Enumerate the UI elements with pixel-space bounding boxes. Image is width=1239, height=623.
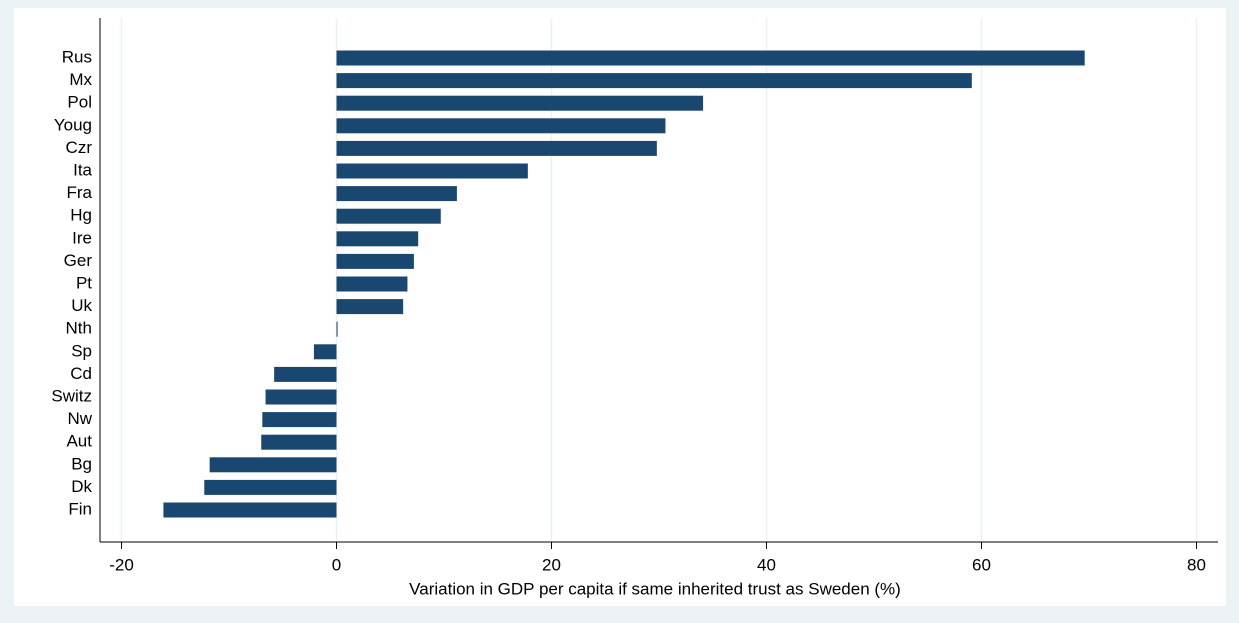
x-tick-label: 40 [757,555,776,574]
y-tick-label: Youg [54,115,92,134]
y-tick-label: Ire [72,228,92,247]
y-tick-label: Ger [64,251,93,270]
bar [336,186,457,202]
y-tick-label: Bg [71,454,92,473]
y-tick-label: Sp [71,341,92,360]
bar [336,299,404,315]
x-axis-title: Variation in GDP per capita if same inhe… [409,579,901,598]
y-tick-label: Fra [67,183,93,202]
bar [336,95,704,111]
y-tick-label: Fin [68,499,92,518]
bar [336,321,338,337]
y-tick-label: Aut [66,432,92,451]
y-tick-label: Nth [66,319,92,338]
y-tick-label: Czr [66,138,93,157]
y-tick-label: Ita [73,160,92,179]
bar [336,276,408,292]
bar [265,389,337,405]
y-tick-label: Dk [71,477,92,496]
y-tick-label: Rus [62,47,92,66]
bar [262,412,337,428]
bar [336,118,666,134]
bar [261,434,337,450]
bar [336,140,657,156]
y-tick-label: Switz [51,386,92,405]
y-tick-label: Pt [76,273,92,292]
x-tick-label: 60 [972,555,991,574]
bar [336,50,1085,66]
bar [336,73,972,89]
bar [336,208,441,224]
y-tick-label: Pol [67,93,92,112]
bar [163,502,337,518]
bar [204,479,337,495]
y-tick-label: Mx [69,70,92,89]
bar [336,163,528,179]
bar [209,457,337,473]
x-tick-label: -20 [109,555,134,574]
y-tick-label: Cd [70,364,92,383]
x-tick-label: 20 [542,555,561,574]
bar [274,366,337,382]
y-tick-label: Nw [67,409,92,428]
y-tick-label: Uk [71,296,92,315]
bar [336,231,419,247]
bar [336,253,414,269]
y-tick-label: Hg [70,206,92,225]
x-tick-label: 80 [1187,555,1206,574]
bar [313,344,337,360]
x-tick-label: 0 [332,555,341,574]
